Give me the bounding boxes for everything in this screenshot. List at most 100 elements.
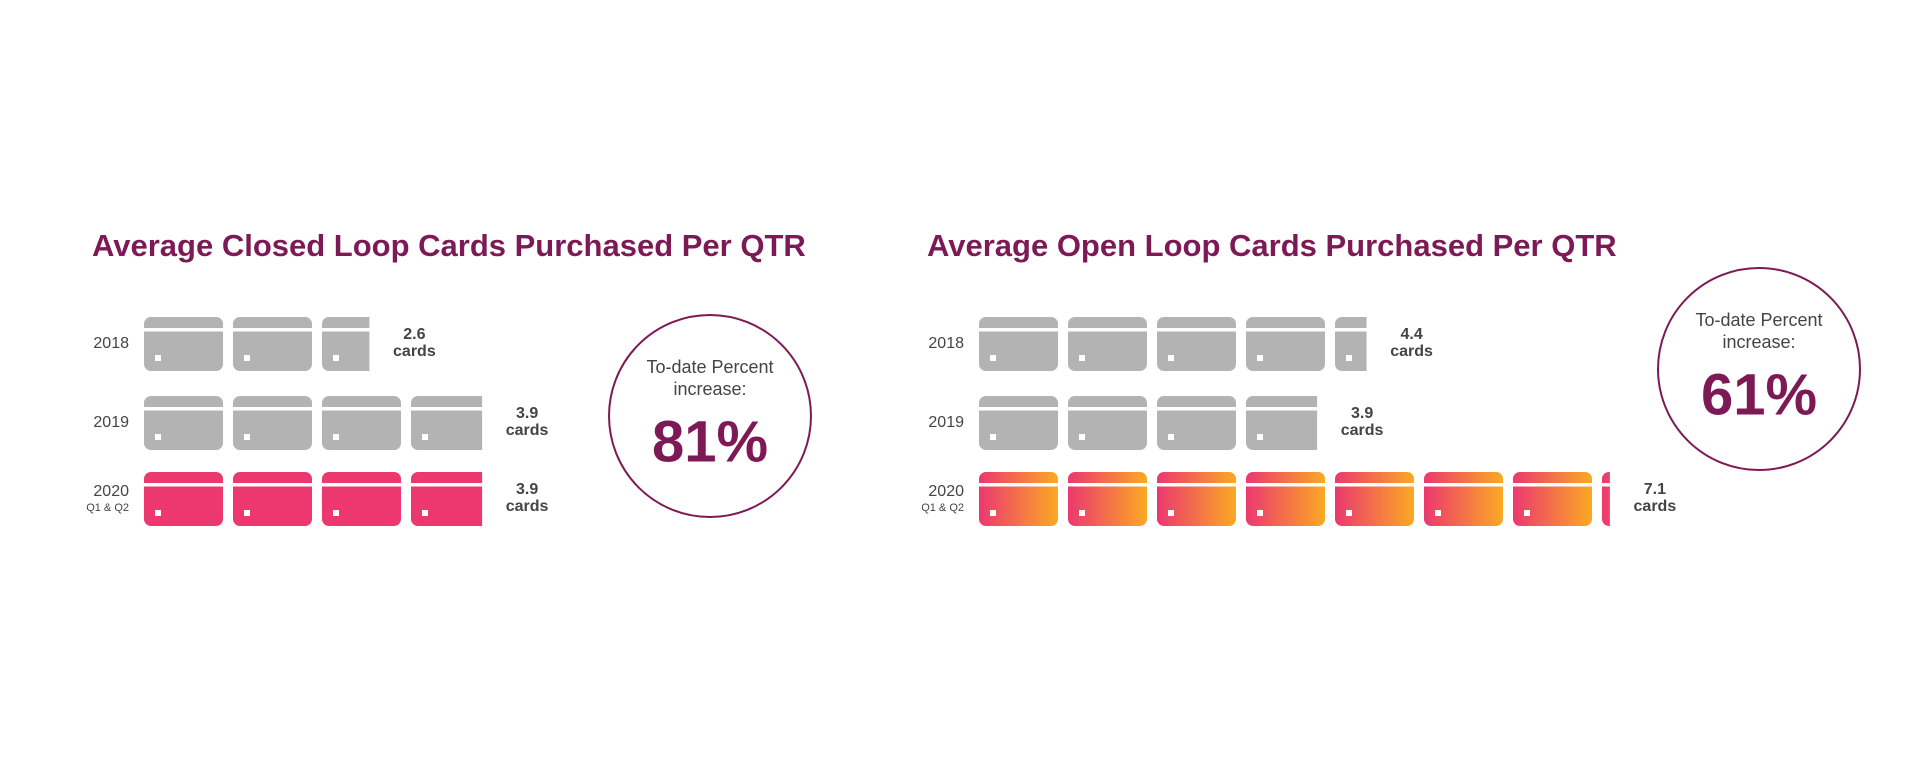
card-chip [244, 434, 250, 440]
card-body [233, 317, 312, 371]
value-label: 3.9 cards [505, 481, 549, 515]
card-chip [1257, 434, 1263, 440]
card-chip [333, 355, 339, 361]
callout-text: To-date Percent increase: [646, 357, 774, 399]
card-body [979, 317, 1058, 371]
card-stripe [233, 328, 312, 332]
card [1335, 472, 1414, 526]
card [322, 472, 401, 526]
card-stripe [322, 328, 370, 332]
card-stripe [979, 483, 1058, 487]
card [144, 396, 223, 450]
card-chip [155, 510, 161, 516]
card [979, 317, 1058, 371]
card-chip [1079, 510, 1085, 516]
card [1513, 472, 1592, 526]
card [322, 317, 370, 371]
card-chip [244, 355, 250, 361]
card-row [144, 472, 483, 526]
value-label: 4.4 cards [1390, 326, 1433, 360]
card-body [322, 472, 401, 526]
card-stripe [1335, 328, 1367, 332]
card-chip [155, 355, 161, 361]
card-stripe [1602, 483, 1610, 487]
card-row [979, 396, 1318, 450]
card-chip [1168, 355, 1174, 361]
card [233, 472, 312, 526]
card [411, 396, 483, 450]
card-chip [422, 434, 428, 440]
card-body [1246, 472, 1325, 526]
card [233, 396, 312, 450]
card-body [233, 396, 312, 450]
card-body [1335, 472, 1414, 526]
card-chip [155, 434, 161, 440]
value-label: 7.1 cards [1633, 481, 1677, 515]
card-body [979, 472, 1058, 526]
card [322, 396, 401, 450]
card-stripe [144, 483, 223, 487]
card-stripe [411, 407, 483, 411]
card-body [1246, 317, 1325, 371]
category-label: 2019 [928, 414, 964, 431]
card [979, 472, 1058, 526]
card [979, 396, 1058, 450]
card-stripe [1513, 483, 1592, 487]
card-chip [990, 355, 996, 361]
card [1068, 317, 1147, 371]
card [144, 317, 223, 371]
card-chip [1079, 355, 1085, 361]
card-body [144, 317, 223, 371]
card [1424, 472, 1503, 526]
callout-value: 61% [1701, 362, 1817, 427]
card-chip [1257, 510, 1263, 516]
card-chip [1079, 434, 1085, 440]
card [1157, 472, 1236, 526]
category-label: 2020 [93, 483, 129, 500]
card-stripe [1335, 483, 1414, 487]
card-stripe [1157, 483, 1236, 487]
card-body [144, 396, 223, 450]
card-chip [422, 510, 428, 516]
category-label: 2018 [928, 335, 964, 352]
card-body [1157, 317, 1236, 371]
card-chip [1613, 510, 1619, 516]
card-chip [1168, 434, 1174, 440]
value-label: 3.9 cards [1340, 405, 1384, 439]
card-chip [990, 510, 996, 516]
card-chip [990, 434, 996, 440]
card-stripe [144, 328, 223, 332]
card [411, 472, 483, 526]
card-stripe [233, 483, 312, 487]
value-label: 2.6 cards [393, 326, 436, 360]
category-label: 2020 [928, 483, 964, 500]
card-stripe [1068, 483, 1147, 487]
card-stripe [1068, 407, 1147, 411]
card-stripe [411, 483, 483, 487]
card-stripe [1246, 407, 1318, 411]
card-body [1246, 396, 1318, 450]
value-label: 3.9 cards [505, 405, 549, 439]
card-body [411, 396, 483, 450]
card-row [144, 396, 483, 450]
card [1246, 472, 1325, 526]
card-chip [1168, 510, 1174, 516]
card-body [1157, 396, 1236, 450]
card-row [144, 317, 370, 371]
card [1157, 396, 1236, 450]
card-body [233, 472, 312, 526]
card-body [1157, 472, 1236, 526]
card-stripe [322, 407, 401, 411]
callout-circle [1657, 267, 1861, 471]
card-body [1068, 317, 1147, 371]
callout-text: To-date Percent increase: [1695, 310, 1823, 352]
card-chip [333, 434, 339, 440]
card-row [979, 472, 1619, 526]
chart-title: Average Open Loop Cards Purchased Per QT… [927, 228, 1617, 263]
category-label: 2019 [93, 414, 129, 431]
card-stripe [979, 328, 1058, 332]
card-stripe [1424, 483, 1503, 487]
card [1246, 396, 1318, 450]
category-sublabel: Q1 & Q2 [921, 502, 964, 514]
